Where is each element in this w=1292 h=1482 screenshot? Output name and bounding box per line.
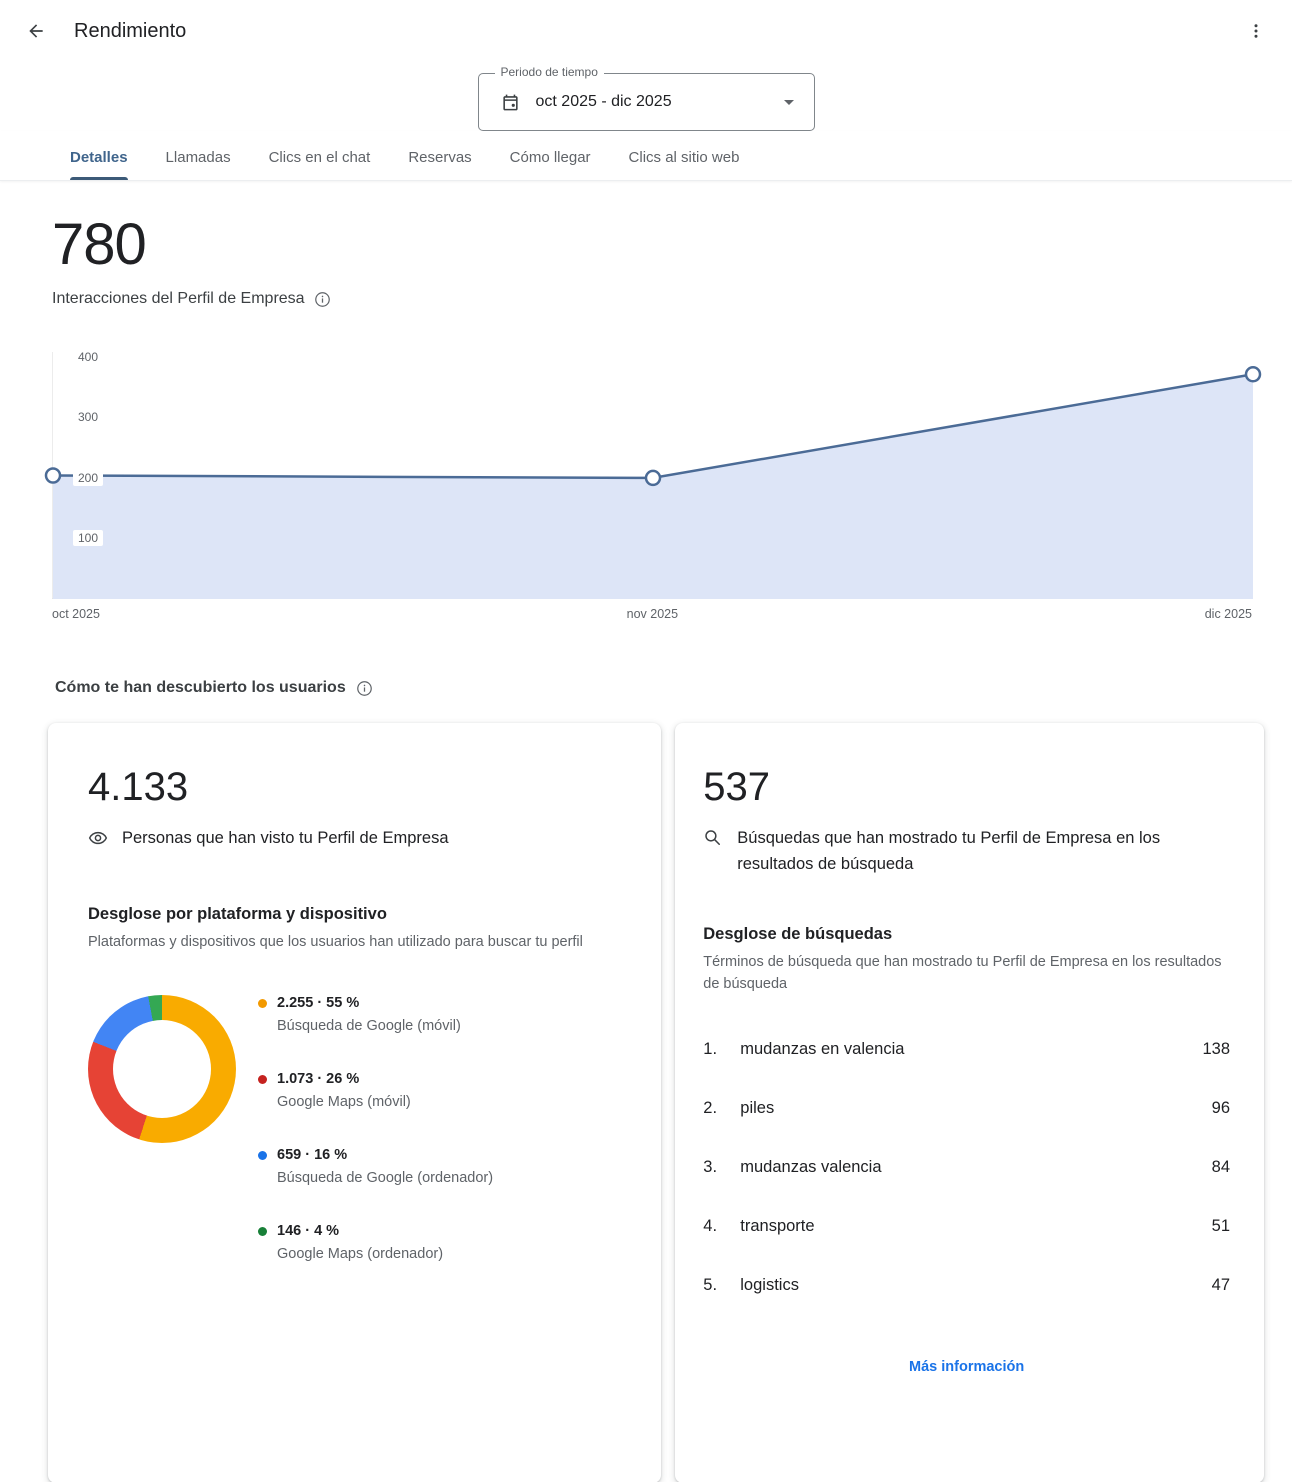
period-label: Periodo de tiempo	[494, 65, 604, 79]
x-axis-labels: oct 2025 nov 2025 dic 2025	[52, 607, 1252, 621]
views-label: Personas que han visto tu Perfil de Empr…	[122, 829, 449, 847]
discovery-info-button[interactable]	[356, 680, 373, 697]
info-icon	[356, 680, 372, 696]
searches-card: 537 Búsquedas que han mostrado tu Perfil…	[675, 723, 1264, 1482]
red-dot-icon	[258, 1074, 267, 1084]
blue-dot-icon	[258, 1150, 267, 1160]
arrow-left-icon	[29, 24, 43, 38]
caret-down-icon	[783, 99, 794, 105]
legend-item-google-maps-mobile: 1.073 · 26 % Google Maps (móvil)	[258, 1071, 493, 1110]
views-value: 4.133	[88, 765, 189, 809]
more-info-link[interactable]: Más información	[909, 1358, 1025, 1375]
views-card: 4.133 Personas que han visto tu Perfil d…	[48, 723, 662, 1482]
legend-item-google-search-desktop: 659 · 16 % Búsqueda de Google (ordenador…	[258, 1147, 493, 1186]
interactions-info-button[interactable]	[314, 291, 331, 308]
term-row: 3. mudanzas valencia 84	[703, 1157, 1230, 1176]
interactions-value: 780	[52, 212, 147, 277]
searches-value: 537	[703, 765, 771, 809]
term-row: 4. transporte 51	[703, 1216, 1230, 1235]
amber-dot-icon	[258, 998, 267, 1008]
donut-legend: 2.255 · 55 % Búsqueda de Google (móvil) …	[258, 995, 493, 1262]
discovery-cards: 4.133 Personas que han visto tu Perfil d…	[48, 723, 1264, 1482]
interactions-metric: 780 Interacciones del Perfil de Empresa	[0, 181, 1292, 308]
platform-breakdown-desc: Plataformas y dispositivos que los usuar…	[88, 933, 583, 950]
top-bar: Rendimiento	[0, 0, 1292, 48]
searches-label: Búsquedas que han mostrado tu Perfil de …	[737, 829, 1161, 873]
tab-como-llegar[interactable]: Cómo llegar	[509, 149, 591, 166]
page-title: Rendimiento	[74, 19, 187, 42]
tab-clics-chat[interactable]: Clics en el chat	[268, 149, 371, 166]
magnifier-icon	[703, 826, 723, 877]
interactions-label: Interacciones del Perfil de Empresa	[52, 290, 305, 307]
overflow-menu-button[interactable]	[1244, 19, 1268, 43]
chart-plot-area: 100 200 300 400	[44, 349, 1262, 599]
green-dot-icon	[258, 1226, 267, 1236]
tab-llamadas[interactable]: Llamadas	[165, 149, 231, 166]
search-terms-list: 1. mudanzas en valencia 138 2. piles 96 …	[703, 1040, 1230, 1335]
period-row: Periodo de tiempo oct 2025 - dic 2025	[0, 65, 1292, 131]
term-row: 2. piles 96	[703, 1098, 1230, 1117]
x-label-nov: nov 2025	[626, 607, 679, 621]
kebab-menu-icon	[1254, 24, 1258, 38]
tab-detalles[interactable]: Detalles	[70, 149, 128, 180]
tab-reservas[interactable]: Reservas	[408, 149, 472, 166]
back-button[interactable]	[24, 19, 48, 43]
interactions-chart: 100 200 300 400 oct 2025 nov 2025 dic 2025	[0, 308, 1292, 621]
period-value: oct 2025 - dic 2025	[535, 93, 672, 110]
platform-donut-chart	[88, 995, 236, 1144]
x-label-oct: oct 2025	[52, 607, 100, 621]
search-breakdown-desc: Términos de búsqueda que han mostrado tu…	[703, 954, 1222, 992]
eye-icon	[88, 826, 108, 857]
x-label-dic: dic 2025	[1204, 607, 1252, 621]
discovery-heading-text: Cómo te han descubierto los usuarios	[55, 679, 346, 696]
platform-breakdown-heading: Desglose por plataforma y dispositivo	[88, 904, 387, 923]
term-row: 1. mudanzas en valencia 138	[703, 1039, 1230, 1058]
legend-item-google-maps-desktop: 146 · 4 % Google Maps (ordenador)	[258, 1223, 493, 1262]
info-icon	[314, 291, 330, 307]
discovery-heading: Cómo te han descubierto los usuarios	[55, 679, 1292, 697]
metric-tabs: Detalles Llamadas Clics en el chat Reser…	[0, 131, 1292, 181]
area-line-chart	[44, 366, 1262, 599]
search-breakdown-heading: Desglose de búsquedas	[703, 925, 893, 944]
term-row: 5. logistics 47	[703, 1275, 1230, 1294]
period-selector[interactable]: Periodo de tiempo oct 2025 - dic 2025	[477, 65, 815, 131]
calendar-icon	[502, 94, 518, 110]
tab-clics-sitio-web[interactable]: Clics al sitio web	[628, 149, 740, 166]
legend-item-google-search-mobile: 2.255 · 55 % Búsqueda de Google (móvil)	[258, 995, 493, 1034]
